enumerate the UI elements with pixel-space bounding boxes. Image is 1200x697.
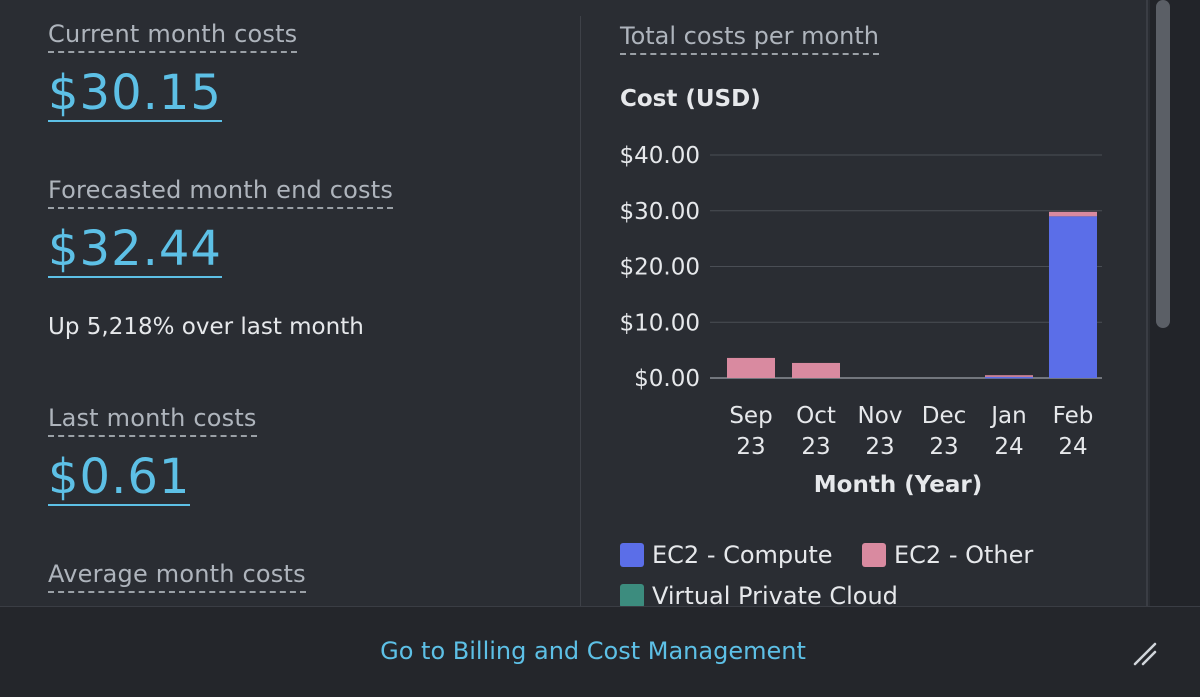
column-divider	[580, 16, 581, 606]
forecast-change-note: Up 5,218% over last month	[48, 314, 364, 340]
average-month-costs-label[interactable]: Average month costs	[48, 560, 306, 593]
bar-segment[interactable]	[985, 375, 1033, 377]
bar-segment[interactable]	[792, 362, 840, 378]
bar-segment[interactable]	[1049, 216, 1097, 378]
bar-segment[interactable]	[727, 357, 775, 378]
current-month-costs-label[interactable]: Current month costs	[48, 20, 298, 53]
x-tick-label: Sep	[729, 403, 772, 429]
x-tick-label: 24	[1058, 434, 1087, 460]
y-tick-label: $40.00	[620, 143, 700, 169]
legend-label: EC2 - Other	[894, 541, 1034, 569]
bar-segment[interactable]	[1049, 211, 1097, 217]
x-tick-label: 23	[801, 434, 830, 460]
legend-item-ec2-compute[interactable]: EC2 - Compute	[620, 541, 833, 569]
x-tick-label: Jan	[989, 403, 1026, 429]
legend-label: EC2 - Compute	[652, 541, 833, 569]
legend-swatch-ec2-other	[862, 543, 886, 567]
bar-segment[interactable]	[985, 376, 1033, 379]
last-month-costs-value[interactable]: $0.61	[48, 449, 191, 507]
resize-handle-icon[interactable]	[1132, 641, 1158, 667]
x-tick-label: 23	[736, 434, 765, 460]
forecasted-costs-label[interactable]: Forecasted month end costs	[48, 176, 394, 209]
last-month-costs-label[interactable]: Last month costs	[48, 404, 257, 437]
current-month-costs-value[interactable]: $30.15	[48, 65, 222, 123]
scrollbar-thumb[interactable]	[1156, 0, 1170, 328]
x-tick-label: Nov	[858, 403, 903, 429]
scrollbar-separator	[1146, 0, 1148, 606]
x-tick-label: 23	[929, 434, 958, 460]
legend-swatch-ec2-compute	[620, 543, 644, 567]
cost-bar-chart: Cost (USD) $0.00 $10.00 $20.00 $30.00 $40.00…	[620, 86, 1102, 498]
y-tick-label: $30.00	[620, 199, 700, 225]
footer: Go to Billing and Cost Management	[0, 606, 1200, 697]
x-tick-label: 24	[994, 434, 1023, 460]
x-tick-label: Oct	[796, 403, 836, 429]
x-axis-title: Month (Year)	[814, 472, 982, 498]
x-tick-label: 23	[865, 434, 894, 460]
legend-label: Virtual Private Cloud	[652, 582, 898, 610]
x-tick-label: Dec	[922, 403, 967, 429]
chart-title[interactable]: Total costs per month	[620, 22, 879, 55]
legend-swatch-vpc	[620, 584, 644, 608]
y-axis-title: Cost (USD)	[620, 86, 761, 112]
y-tick-label: $0.00	[634, 366, 700, 392]
forecasted-costs-value[interactable]: $32.44	[48, 221, 222, 279]
cost-summary-panel	[0, 0, 1150, 606]
legend-item-ec2-other[interactable]: EC2 - Other	[862, 541, 1033, 569]
y-tick-label: $10.00	[620, 310, 700, 336]
billing-link[interactable]: Go to Billing and Cost Management	[380, 637, 806, 665]
legend-item-vpc[interactable]: Virtual Private Cloud	[620, 582, 898, 610]
y-tick-label: $20.00	[620, 255, 700, 281]
x-tick-label: Feb	[1053, 403, 1094, 429]
